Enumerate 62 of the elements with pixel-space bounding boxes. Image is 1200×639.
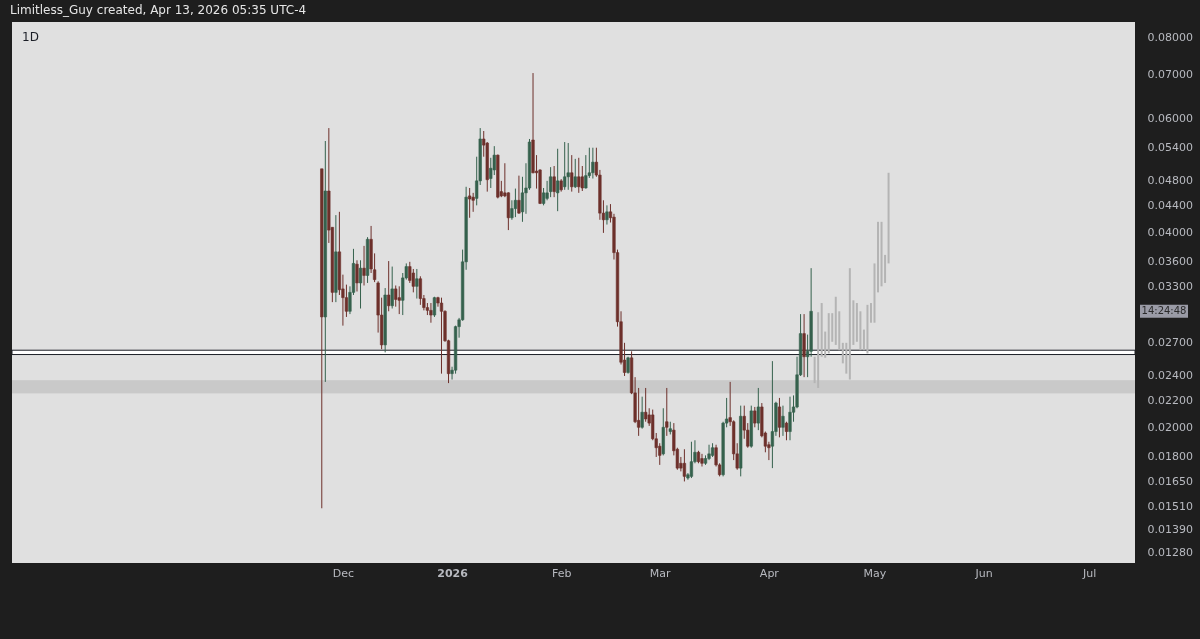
candlestick: [390, 266, 394, 310]
y-tick-label: 0.01510: [1147, 499, 1193, 513]
candlestick: [397, 285, 401, 315]
y-tick-label: 0.02200: [1147, 393, 1193, 407]
y-tick-label: 0.06000: [1147, 111, 1193, 125]
bar: [845, 342, 848, 374]
candlestick: [640, 396, 644, 430]
y-tick-label: 0.05400: [1147, 141, 1193, 155]
candlestick: [429, 302, 433, 324]
x-tick-label: Jun: [974, 566, 993, 580]
candlestick: [563, 141, 567, 191]
candlestick: [355, 259, 359, 292]
candlestick: [513, 188, 518, 218]
candlestick: [517, 175, 521, 215]
bar: [820, 303, 823, 357]
y-tick-label: 0.02400: [1147, 369, 1193, 383]
x-tick-label: 2026: [437, 566, 469, 580]
bar: [817, 312, 820, 388]
y-tick-label: 0.02700: [1147, 336, 1193, 350]
candlestick: [566, 142, 570, 191]
text: Limitless_Guy created, Apr 13, 2026 05:35 UTC-4: [10, 3, 307, 17]
x-tick-label: Feb: [551, 566, 572, 580]
y-tick-label: 0.03600: [1147, 255, 1193, 269]
candlestick: [573, 158, 577, 189]
bar: [877, 221, 880, 293]
candlestick: [591, 147, 595, 180]
y-tick-label: 0.01800: [1147, 450, 1193, 464]
candlestick: [753, 406, 757, 428]
text: 1D: [22, 30, 39, 44]
bar: [873, 263, 876, 323]
y-tick-label: 0.01650: [1147, 474, 1193, 488]
candlestick: [682, 448, 686, 482]
bar: [866, 304, 869, 354]
y-tick-label: 0.04000: [1147, 225, 1193, 239]
candlestick: [468, 187, 472, 219]
candlestick: [418, 275, 422, 306]
bar: [827, 313, 830, 354]
candlestick: [549, 166, 553, 198]
y-tick-label: 0.02000: [1147, 420, 1193, 434]
x-tick-label: May: [863, 566, 887, 580]
candlestick: [707, 444, 711, 461]
x-tick-label: Mar: [649, 566, 672, 580]
candlestick: [577, 157, 581, 194]
candlestick: [781, 405, 785, 437]
bar: [880, 221, 883, 287]
y-tick-label: 0.08000: [1147, 30, 1193, 44]
y-tick-label: 0.07000: [1147, 68, 1193, 82]
x-tick-label: Jul: [1082, 566, 1097, 580]
y-tick-label: 0.03300: [1147, 279, 1193, 293]
x-tick-label: Apr: [759, 566, 780, 580]
bar: [848, 268, 851, 380]
y-tick-label: 0.04400: [1147, 198, 1193, 212]
text: 14:24:48: [1141, 305, 1187, 317]
candlestick: [770, 360, 774, 469]
y-tick-label: 0.01280: [1147, 546, 1193, 560]
y-tick-label: 0.01390: [1147, 523, 1193, 537]
candlestick: [362, 245, 366, 286]
y-tick-label: 0.04800: [1147, 174, 1193, 188]
candlestick: [644, 387, 648, 423]
x-tick-label: Dec: [332, 566, 355, 580]
candlestick: [415, 268, 419, 300]
bar: [887, 172, 890, 264]
